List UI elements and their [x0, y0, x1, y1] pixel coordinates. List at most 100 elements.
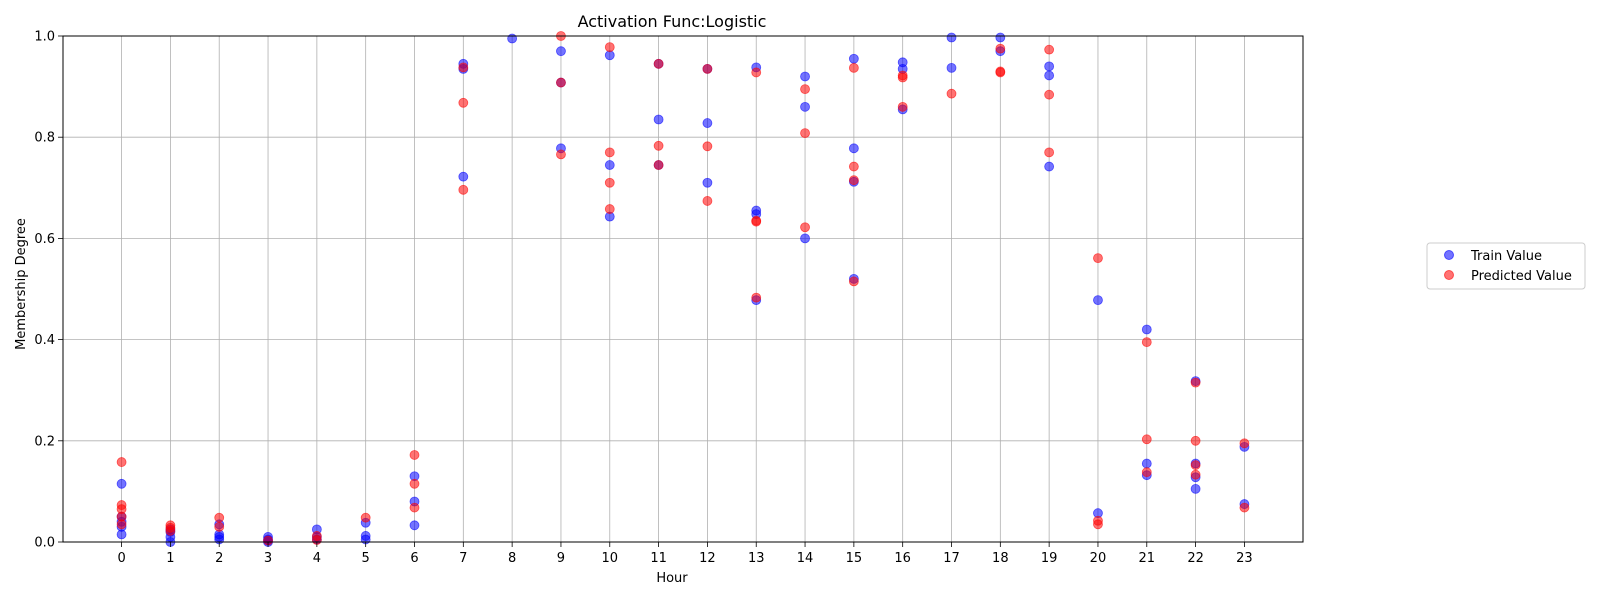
train-point [702, 118, 713, 128]
predicted-point [1239, 502, 1250, 513]
predicted-point [1239, 438, 1250, 449]
train-point [800, 71, 810, 82]
predicted-point [1190, 469, 1201, 480]
predicted-point [458, 97, 469, 108]
predicted-point [604, 42, 615, 53]
train-point [116, 478, 127, 489]
x-tick-label: 10 [601, 551, 618, 566]
x-axis-ticks: 0 1 2 3 4 5 6 7 8 9 10 11 12 13 14 15 16 17 18 19 20 21 22 23 [117, 542, 1253, 566]
predicted-point [409, 478, 420, 489]
predicted-point [848, 62, 859, 73]
predicted-point [653, 58, 664, 69]
x-tick-label: 17 [943, 551, 960, 566]
train-point [800, 233, 810, 244]
predicted-point [751, 67, 762, 78]
predicted-point [1190, 460, 1201, 470]
y-axis-title: Membership Degree [14, 218, 29, 350]
train-point [1044, 70, 1055, 81]
train-point [702, 177, 713, 188]
predicted-point [1093, 519, 1103, 530]
predicted-point [458, 184, 469, 195]
predicted-point [751, 216, 762, 227]
train-point [848, 53, 859, 64]
predicted-point [116, 457, 127, 467]
x-tick-label: 5 [362, 551, 370, 566]
predicted-point [848, 161, 859, 172]
x-tick-label: 16 [894, 551, 911, 566]
y-tick-label: 0.0 [34, 536, 55, 551]
predicted-point [1141, 337, 1152, 348]
x-tick-label: 6 [410, 551, 418, 566]
predicted-point [897, 101, 908, 112]
predicted-point [165, 525, 176, 536]
legend-marker-predicted [1444, 270, 1454, 280]
train-point [848, 143, 859, 154]
x-tick-label: 9 [557, 551, 565, 566]
predicted-point [702, 196, 713, 206]
predicted-point [848, 175, 859, 186]
predicted-point [556, 77, 566, 88]
train-point [1190, 483, 1201, 494]
predicted-point [1190, 377, 1201, 388]
predicted-point [116, 519, 127, 530]
predicted-point [848, 276, 859, 287]
train-point [995, 32, 1006, 43]
train-point [458, 171, 469, 182]
x-tick-label: 19 [1041, 551, 1058, 566]
x-tick-label: 8 [508, 551, 516, 566]
y-axis-ticks: 0.0 0.2 0.4 0.6 0.8 1.0 [34, 30, 63, 551]
predicted-point [1044, 147, 1055, 158]
x-tick-label: 12 [699, 551, 716, 566]
predicted-point [214, 512, 225, 523]
train-point [800, 101, 810, 112]
predicted-point [556, 149, 566, 160]
train-point [1093, 295, 1103, 306]
x-tick-label: 1 [166, 551, 174, 566]
predicted-point [702, 141, 713, 152]
predicted-point [1141, 467, 1152, 478]
legend: Train Value Predicted Value [1426, 242, 1586, 290]
x-tick-label: 14 [797, 551, 814, 566]
predicted-point [800, 84, 810, 95]
train-point [946, 62, 957, 73]
predicted-point [751, 292, 762, 303]
train-point [507, 33, 518, 44]
predicted-point [1141, 434, 1152, 445]
predicted-point [653, 140, 664, 151]
y-tick-label: 0.4 [34, 333, 55, 348]
legend-label-train: Train Value [1470, 249, 1542, 264]
legend-label-predicted: Predicted Value [1471, 269, 1572, 284]
x-tick-label: 22 [1187, 551, 1204, 566]
x-axis-title: Hour [656, 571, 688, 586]
legend-marker-train [1444, 250, 1454, 260]
train-point [604, 50, 615, 61]
train-point [653, 114, 664, 125]
predicted-point [1093, 253, 1103, 264]
x-tick-label: 7 [459, 551, 467, 566]
train-point [604, 160, 615, 170]
x-tick-label: 2 [215, 551, 223, 566]
x-tick-label: 3 [264, 551, 272, 566]
train-point [1044, 161, 1055, 172]
x-tick-label: 13 [748, 551, 765, 566]
predicted-point [1044, 44, 1055, 55]
predicted-point [653, 160, 664, 170]
train-point [116, 529, 127, 540]
series-predicted [116, 31, 1250, 546]
predicted-point [604, 177, 615, 188]
predicted-point [458, 62, 469, 73]
plot-area-frame [62, 35, 1304, 543]
y-tick-label: 0.6 [34, 232, 55, 247]
x-tick-label: 20 [1090, 551, 1107, 566]
predicted-point [702, 63, 713, 74]
train-point [1044, 61, 1055, 72]
predicted-point [897, 72, 908, 83]
chart-title: Activation Func:Logistic [578, 12, 767, 31]
predicted-point [409, 502, 420, 513]
train-point [409, 520, 420, 531]
x-tick-label: 4 [313, 551, 321, 566]
predicted-point [604, 204, 615, 214]
train-point [1141, 458, 1152, 469]
y-tick-label: 1.0 [34, 30, 55, 45]
